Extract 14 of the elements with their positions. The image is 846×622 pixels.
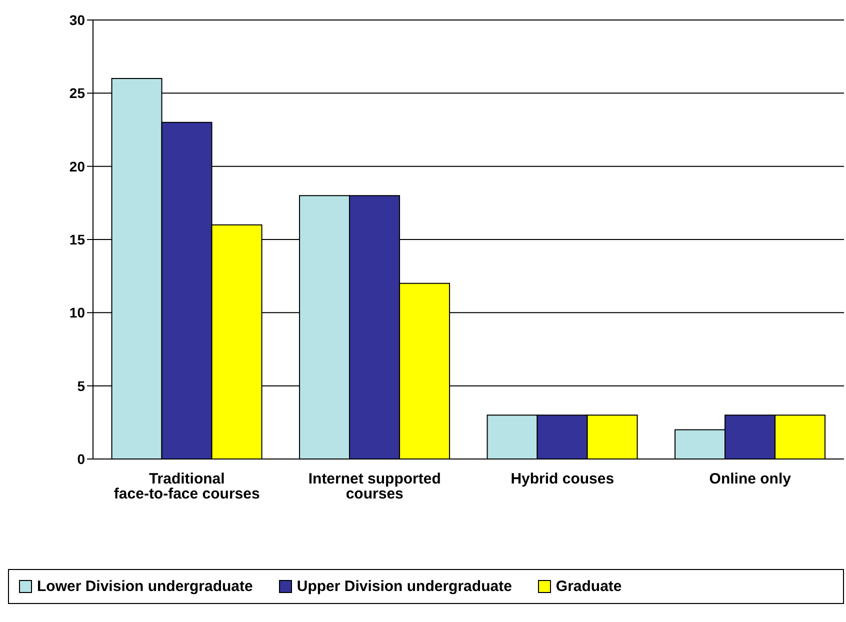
y-tick-label: 30 [69, 12, 86, 28]
y-tick-label: 15 [69, 231, 86, 248]
y-tick-label: 0 [77, 450, 86, 467]
legend-label: Lower Division undergraduate [36, 578, 253, 595]
legend-label: Graduate [554, 578, 622, 595]
y-tick-label: 5 [77, 378, 86, 394]
x-tick-label: Online only [709, 470, 792, 488]
x-tick-label: Internet supported courses [308, 470, 441, 503]
legend-label: Upper Division undergraduate [296, 578, 512, 595]
x-tick-label: Traditional face-to-face courses [114, 470, 260, 503]
y-tick-label: 25 [69, 85, 86, 102]
y-tick-label: 20 [69, 158, 86, 174]
x-tick-label: Hybrid couses [510, 470, 614, 488]
y-tick-label: 10 [69, 304, 86, 321]
